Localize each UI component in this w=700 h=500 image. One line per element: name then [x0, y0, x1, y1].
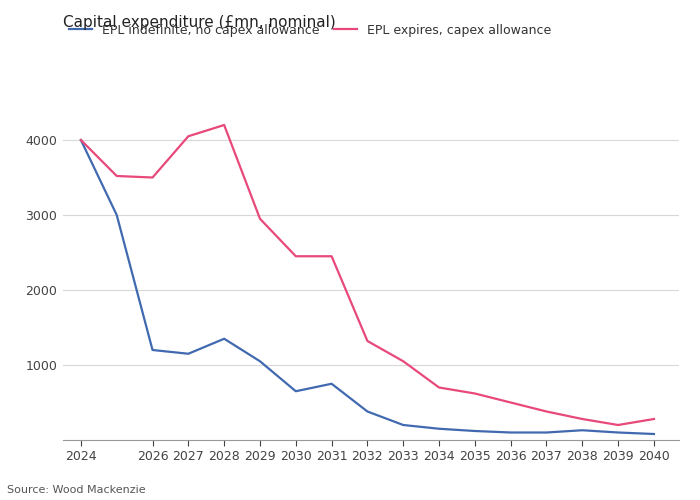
Line: EPL expires, capex allowance: EPL expires, capex allowance: [81, 125, 654, 425]
EPL indefinite, no capex allowance: [184, 351, 192, 357]
EPL indefinite, no capex allowance: [113, 212, 121, 218]
EPL indefinite, no capex allowance: [77, 137, 85, 143]
EPL indefinite, no capex allowance: [614, 430, 622, 436]
EPL indefinite, no capex allowance: [399, 422, 407, 428]
EPL indefinite, no capex allowance: [507, 430, 515, 436]
Line: EPL indefinite, no capex allowance: EPL indefinite, no capex allowance: [81, 140, 654, 434]
EPL indefinite, no capex allowance: [328, 381, 336, 387]
Text: Source: Wood Mackenzie: Source: Wood Mackenzie: [7, 485, 146, 495]
EPL expires, capex allowance: [77, 137, 85, 143]
EPL expires, capex allowance: [256, 216, 264, 222]
EPL indefinite, no capex allowance: [220, 336, 228, 342]
EPL expires, capex allowance: [363, 338, 372, 344]
EPL indefinite, no capex allowance: [256, 358, 264, 364]
EPL indefinite, no capex allowance: [578, 427, 587, 433]
EPL indefinite, no capex allowance: [650, 431, 658, 437]
EPL expires, capex allowance: [399, 358, 407, 364]
Text: Capital expenditure (£mn, nominal): Capital expenditure (£mn, nominal): [63, 15, 336, 30]
EPL expires, capex allowance: [220, 122, 228, 128]
EPL expires, capex allowance: [148, 174, 157, 180]
EPL expires, capex allowance: [184, 133, 192, 139]
EPL expires, capex allowance: [650, 416, 658, 422]
EPL expires, capex allowance: [113, 173, 121, 179]
Legend: EPL indefinite, no capex allowance, EPL expires, capex allowance: EPL indefinite, no capex allowance, EPL …: [69, 24, 551, 37]
EPL indefinite, no capex allowance: [148, 347, 157, 353]
EPL expires, capex allowance: [614, 422, 622, 428]
EPL indefinite, no capex allowance: [363, 408, 372, 414]
EPL expires, capex allowance: [578, 416, 587, 422]
EPL expires, capex allowance: [507, 400, 515, 406]
EPL expires, capex allowance: [292, 253, 300, 259]
EPL indefinite, no capex allowance: [435, 426, 443, 432]
EPL expires, capex allowance: [328, 253, 336, 259]
EPL expires, capex allowance: [435, 384, 443, 390]
EPL indefinite, no capex allowance: [292, 388, 300, 394]
EPL indefinite, no capex allowance: [542, 430, 551, 436]
EPL indefinite, no capex allowance: [470, 428, 479, 434]
EPL expires, capex allowance: [470, 390, 479, 396]
EPL expires, capex allowance: [542, 408, 551, 414]
